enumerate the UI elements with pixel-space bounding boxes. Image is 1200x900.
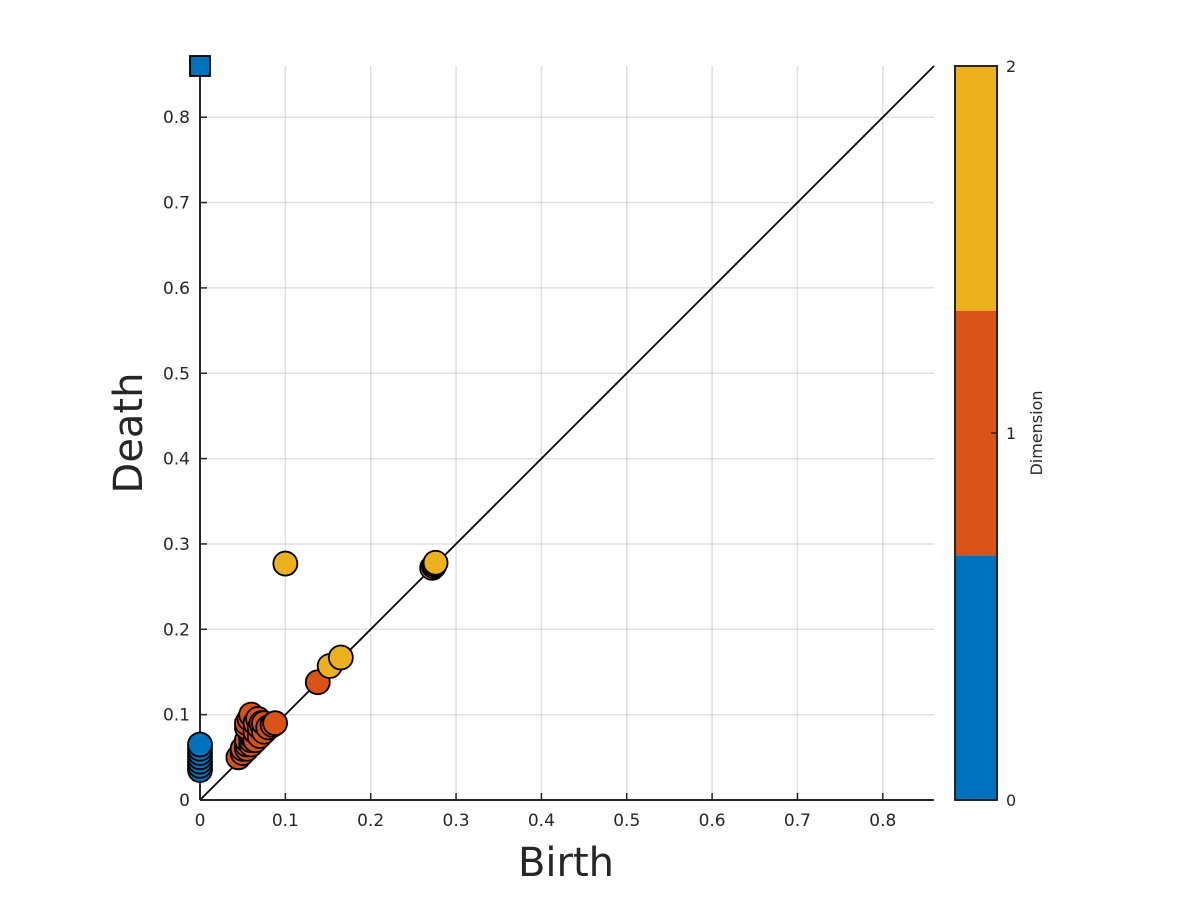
colorbar-tick-label: 2 — [1006, 57, 1016, 76]
point-dim-2 — [422, 549, 449, 576]
y-tick-label: 0.2 — [163, 620, 190, 640]
axes — [199, 66, 934, 801]
colorbar-tick-label: 1 — [1006, 424, 1016, 443]
infinite-point-dim-0 — [189, 55, 211, 77]
point-dim-2 — [327, 644, 354, 671]
colorbar: 0 1 2 — [954, 57, 1016, 810]
y-tick-label: 0.4 — [163, 450, 190, 470]
x-tick-label: 0.1 — [272, 811, 299, 831]
point-dim-0 — [187, 731, 213, 758]
y-tick-label: 0.5 — [163, 364, 190, 384]
data-points — [187, 55, 449, 784]
x-tick-label: 0.3 — [443, 811, 470, 831]
point-dim-2 — [272, 550, 299, 577]
point-dim-1 — [262, 710, 289, 737]
y-tick-label: 0.6 — [163, 279, 190, 299]
colorbar-segment — [955, 555, 997, 800]
grid-lines — [200, 66, 934, 800]
colorbar-segment — [955, 66, 997, 311]
y-tick-label: 0.7 — [163, 194, 190, 214]
x-tick-label: 0.5 — [613, 811, 640, 831]
x-tick-label: 0.7 — [784, 811, 811, 831]
y-tick-label: 0.8 — [163, 108, 190, 128]
x-axis-title: Birth — [518, 840, 614, 886]
x-tick-label: 0.6 — [699, 811, 726, 831]
y-tick-label: 0 — [179, 791, 190, 811]
y-tick-label: 0.3 — [163, 535, 190, 555]
x-tick-label: 0.8 — [869, 811, 896, 831]
colorbar-segment — [955, 310, 997, 556]
x-axis-ticks: 0 0.1 0.2 0.3 0.4 0.5 0.6 0.7 0.8 — [195, 793, 896, 831]
x-tick-label: 0.2 — [357, 811, 384, 831]
y-axis-ticks: 0 0.1 0.2 0.3 0.4 0.5 0.6 0.7 0.8 — [163, 108, 207, 811]
x-tick-label: 0.4 — [528, 811, 555, 831]
x-tick-label: 0 — [195, 811, 206, 831]
colorbar-tick-label: 0 — [1006, 791, 1016, 810]
y-axis-title: Death — [106, 373, 152, 494]
y-tick-label: 0.1 — [163, 706, 190, 726]
colorbar-title: Dimension — [1027, 390, 1046, 475]
